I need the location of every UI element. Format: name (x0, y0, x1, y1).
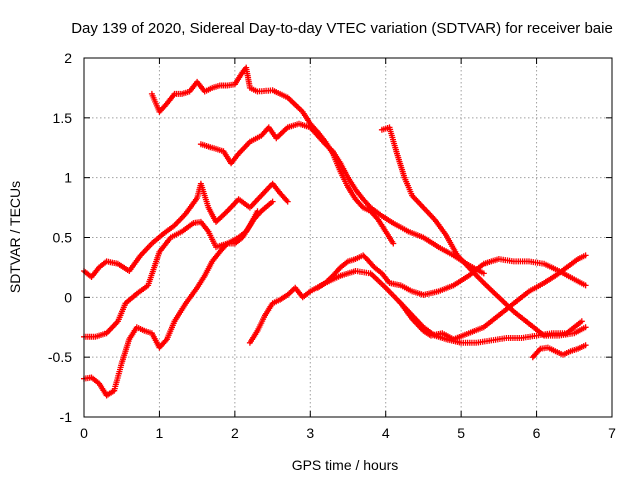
y-tick-label: 0.5 (53, 230, 73, 246)
y-axis-label: SDTVAR / TECUs (7, 181, 23, 293)
x-tick-label: 3 (306, 425, 314, 441)
x-tick-label: 1 (156, 425, 164, 441)
y-tick-label: -0.5 (48, 349, 72, 365)
x-tick-label: 4 (382, 425, 390, 441)
x-tick-label: 5 (457, 425, 465, 441)
data-point-markers (148, 64, 397, 247)
chart-title: Day 139 of 2020, Sidereal Day-to-day VTE… (71, 20, 613, 37)
x-tick-label: 7 (608, 425, 616, 441)
axis-ticks (83, 57, 613, 418)
x-tick-label: 6 (533, 425, 541, 441)
series-track-5 (197, 120, 487, 277)
series-track-6 (246, 268, 585, 346)
series-track-8 (378, 124, 589, 339)
series-track-4 (148, 64, 397, 247)
y-tick-label: 2 (64, 50, 72, 66)
series-track-3 (81, 208, 261, 399)
y-tick-label: -1 (60, 409, 73, 425)
series-track-10 (529, 342, 589, 361)
data-point-markers (529, 342, 589, 361)
data-point-markers (397, 252, 589, 343)
x-tick-labels: 0 1 2 3 4 5 6 7 (80, 425, 616, 441)
x-tick-label: 0 (80, 425, 88, 441)
series-track-7 (314, 252, 589, 298)
data-series (81, 64, 589, 399)
y-tick-label: 1 (64, 170, 72, 186)
y-tick-label: 0 (64, 289, 72, 305)
series-track-9 (397, 252, 589, 343)
data-point-markers (314, 252, 589, 298)
data-point-markers (246, 268, 585, 346)
data-point-markers (197, 120, 487, 277)
grid-lines (84, 58, 612, 417)
x-tick-label: 2 (231, 425, 239, 441)
y-tick-labels: -1 -0.5 0 0.5 1 1.5 2 (48, 50, 72, 425)
series-trail (249, 270, 583, 344)
y-tick-label: 1.5 (53, 110, 73, 126)
data-point-markers (378, 124, 589, 339)
x-axis-label: GPS time / hours (292, 457, 399, 473)
